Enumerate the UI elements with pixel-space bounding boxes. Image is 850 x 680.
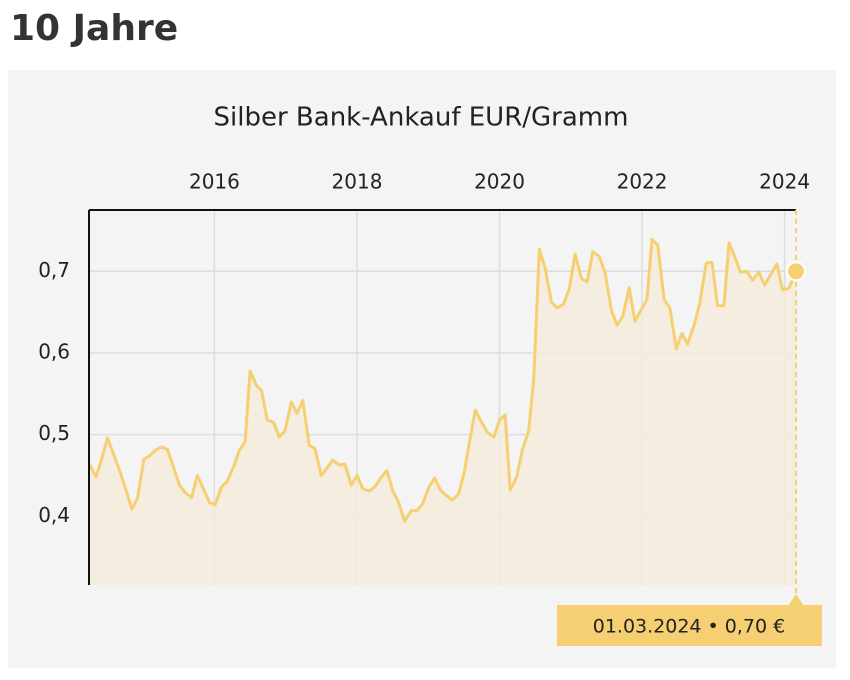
line [87, 237, 798, 523]
highlight-point [786, 261, 806, 282]
tooltip [557, 605, 822, 646]
x-tick-label: 2020 [474, 170, 525, 194]
y-tick-label: 0,5 [38, 421, 70, 445]
x-tick-label: 2016 [189, 170, 240, 194]
y-tick-label: 0,6 [38, 339, 70, 363]
x-tick-label: 2024 [759, 170, 810, 194]
y-tick-label: 0,4 [38, 503, 70, 527]
area [89, 239, 796, 585]
y-tick-label: 0,7 [38, 258, 70, 282]
page-title: 10 Jahre [10, 8, 178, 49]
x-tick-label: 2022 [617, 170, 668, 194]
tooltip-pointer [788, 594, 804, 606]
x-tick-label: 2018 [332, 170, 383, 194]
tooltip-text: 01.03.2024 • 0,70 € [593, 616, 786, 638]
chart-title: Silber Bank-Ankauf EUR/Gramm [214, 103, 629, 133]
